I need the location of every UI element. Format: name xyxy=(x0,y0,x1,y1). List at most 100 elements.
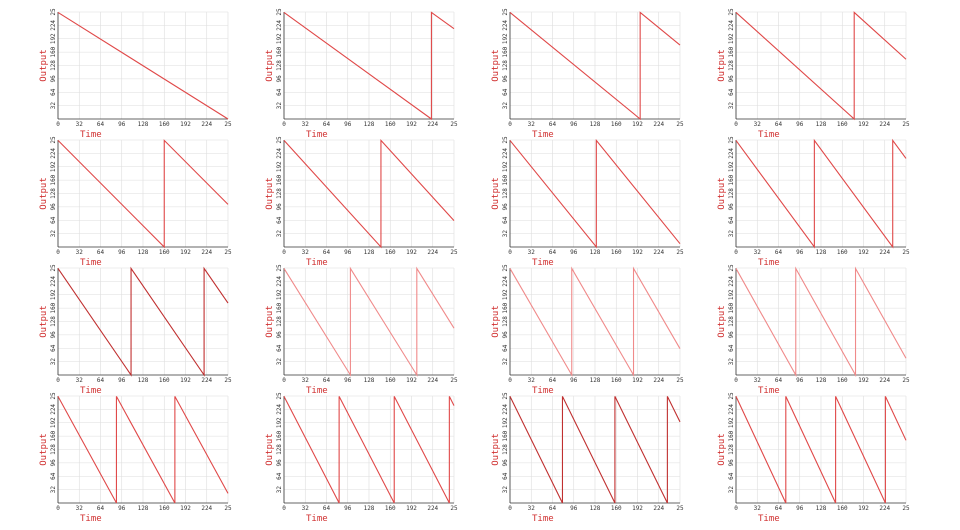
x-tick-label: 64 xyxy=(323,505,331,512)
y-tick-label: 25 xyxy=(502,136,509,144)
y-tick-label: 32 xyxy=(276,358,283,366)
x-tick-label: 32 xyxy=(76,505,84,512)
x-tick-label: 96 xyxy=(570,249,578,256)
y-tick-label: 192 xyxy=(728,161,735,172)
y-tick-label: 64 xyxy=(276,216,283,224)
x-tick-label: 32 xyxy=(754,249,762,256)
line xyxy=(57,139,229,249)
x-axis-label: Time xyxy=(80,130,102,140)
x-tick-label: 224 xyxy=(879,121,890,128)
x-tick-label: 192 xyxy=(632,505,643,512)
y-tick-label: 64 xyxy=(728,472,735,480)
line xyxy=(735,138,907,249)
line xyxy=(283,138,455,249)
x-tick-label: 25 xyxy=(902,249,910,256)
y-tick-label: 160 xyxy=(728,46,735,57)
y-tick-label: 25 xyxy=(728,136,735,144)
x-tick-label: 96 xyxy=(118,505,126,512)
chart: 0 32 64 96 128 160 192 224 25 32 64 96 128 160 192 224 2… xyxy=(491,8,684,140)
x-tick-label: 96 xyxy=(344,249,352,256)
y-tick-label: 64 xyxy=(276,88,283,96)
y-tick-label: 128 xyxy=(728,316,735,327)
y-tick-label: 160 xyxy=(502,174,509,185)
x-tick-label: 0 xyxy=(734,377,738,384)
y-tick-label: 224 xyxy=(502,276,509,287)
y-tick-label: 128 xyxy=(276,60,283,71)
x-tick-label: 192 xyxy=(632,249,643,256)
x-tick-label: 64 xyxy=(97,249,105,256)
chart: 0 32 64 96 128 160 192 224 25 32 64 96 128 160 192 224 2… xyxy=(717,392,910,524)
y-tick-label: 32 xyxy=(276,486,283,494)
x-tick-label: 192 xyxy=(180,121,191,128)
y-tick-label: 32 xyxy=(276,102,283,110)
x-tick-label: 192 xyxy=(406,377,417,384)
y-tick-label: 32 xyxy=(502,486,509,494)
y-tick-label: 64 xyxy=(502,216,509,224)
x-tick-label: 0 xyxy=(56,249,60,256)
x-tick-label: 160 xyxy=(385,249,396,256)
y-tick-label: 128 xyxy=(276,316,283,327)
y-axis-label: Output xyxy=(491,433,501,466)
x-tick-label: 32 xyxy=(76,249,84,256)
x-tick-label: 160 xyxy=(159,377,170,384)
x-tick-label: 224 xyxy=(427,249,438,256)
x-tick-label: 25 xyxy=(902,377,910,384)
y-tick-label: 192 xyxy=(276,33,283,44)
y-axis-label: Output xyxy=(265,305,275,338)
y-tick-label: 96 xyxy=(50,331,57,339)
y-tick-label: 128 xyxy=(502,60,509,71)
x-tick-label: 192 xyxy=(406,505,417,512)
y-tick-label: 96 xyxy=(276,75,283,83)
y-tick-label: 64 xyxy=(502,88,509,96)
x-tick-label: 25 xyxy=(450,505,458,512)
x-tick-label: 96 xyxy=(118,121,126,128)
y-tick-label: 128 xyxy=(276,444,283,455)
y-tick-label: 96 xyxy=(276,459,283,467)
x-tick-label: 64 xyxy=(323,249,331,256)
y-tick-label: 64 xyxy=(728,344,735,352)
y-tick-label: 192 xyxy=(50,417,57,428)
y-tick-label: 96 xyxy=(502,75,509,83)
x-tick-label: 128 xyxy=(590,249,601,256)
x-tick-label: 64 xyxy=(97,377,105,384)
y-tick-label: 96 xyxy=(50,459,57,467)
y-axis-label: Output xyxy=(265,433,275,466)
chart: 0 32 64 96 128 160 192 224 25 32 64 96 128 160 192 224 2… xyxy=(717,136,910,268)
y-tick-label: 32 xyxy=(502,358,509,366)
x-tick-label: 32 xyxy=(754,121,762,128)
y-tick-label: 32 xyxy=(728,358,735,366)
x-tick-label: 0 xyxy=(282,377,286,384)
y-tick-label: 25 xyxy=(50,136,57,144)
x-tick-label: 224 xyxy=(201,121,212,128)
line xyxy=(57,396,229,504)
x-tick-label: 25 xyxy=(224,121,232,128)
y-tick-label: 32 xyxy=(728,230,735,238)
y-tick-label: 192 xyxy=(50,289,57,300)
x-axis-label: Time xyxy=(306,514,328,524)
y-tick-label: 32 xyxy=(50,358,57,366)
x-tick-label: 192 xyxy=(858,249,869,256)
y-tick-label: 96 xyxy=(502,203,509,211)
x-tick-label: 160 xyxy=(159,505,170,512)
y-tick-label: 128 xyxy=(50,60,57,71)
x-axis-label: Time xyxy=(532,130,554,140)
line xyxy=(283,11,455,121)
x-tick-label: 64 xyxy=(549,249,557,256)
y-tick-label: 25 xyxy=(728,392,735,400)
x-tick-label: 25 xyxy=(676,249,684,256)
y-tick-label: 192 xyxy=(502,289,509,300)
x-tick-label: 160 xyxy=(385,377,396,384)
x-tick-label: 192 xyxy=(180,505,191,512)
x-axis-label: Time xyxy=(306,130,328,140)
x-axis-label: Time xyxy=(80,386,102,396)
y-tick-label: 128 xyxy=(728,188,735,199)
x-tick-label: 64 xyxy=(323,377,331,384)
x-axis-label: Time xyxy=(532,258,554,268)
y-axis-label: Output xyxy=(39,305,49,338)
y-tick-label: 25 xyxy=(276,264,283,272)
x-tick-label: 192 xyxy=(632,121,643,128)
y-tick-label: 224 xyxy=(276,20,283,31)
y-tick-label: 64 xyxy=(728,216,735,224)
x-axis-label: Time xyxy=(758,130,780,140)
x-tick-label: 128 xyxy=(816,377,827,384)
